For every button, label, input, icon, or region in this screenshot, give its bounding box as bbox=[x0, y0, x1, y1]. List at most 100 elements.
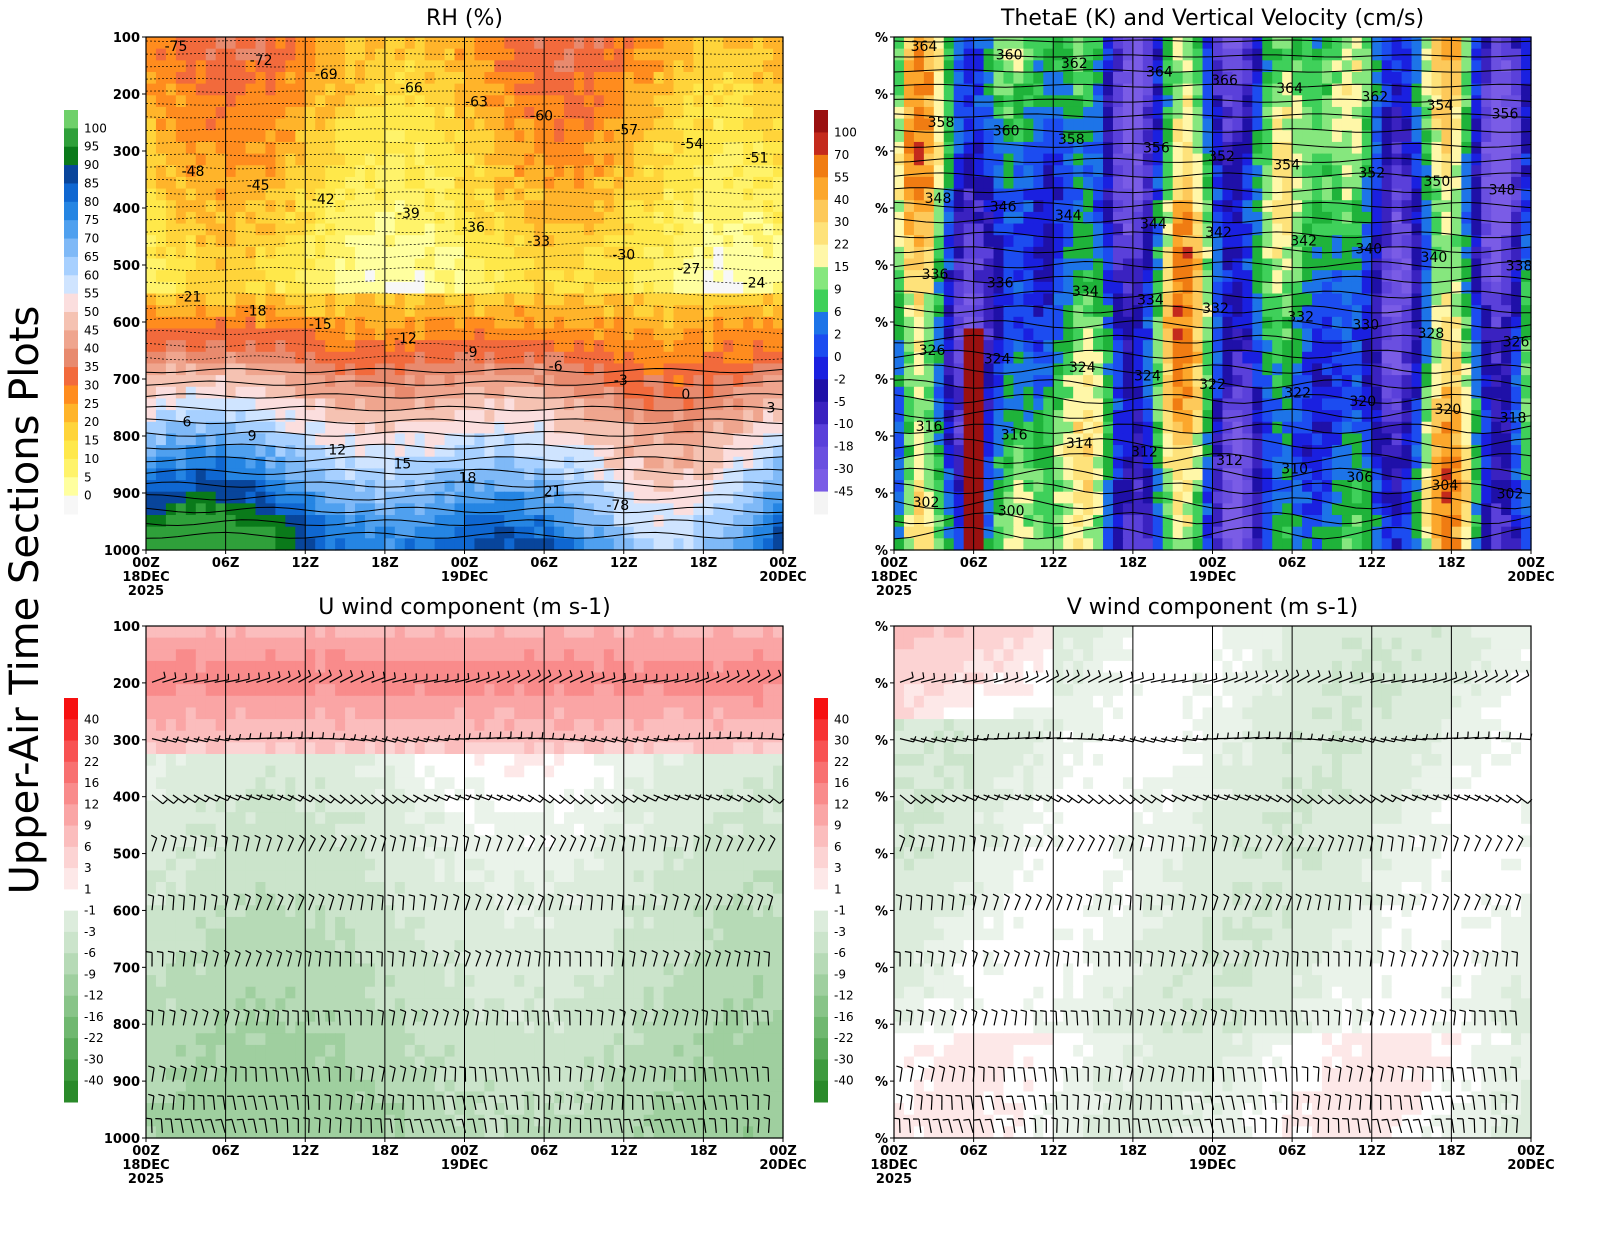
field-cell bbox=[1232, 188, 1243, 201]
field-cell bbox=[1391, 258, 1403, 271]
field-cell bbox=[434, 421, 446, 435]
field-cell bbox=[384, 433, 396, 446]
field-cell bbox=[1162, 141, 1174, 155]
field-cell bbox=[315, 95, 326, 108]
field-cell bbox=[1103, 363, 1114, 376]
field-cell bbox=[673, 95, 685, 108]
field-cell bbox=[364, 503, 376, 516]
field-cell bbox=[514, 118, 525, 131]
field-cell bbox=[404, 235, 416, 248]
field-cell bbox=[195, 538, 207, 551]
field-cell bbox=[1212, 118, 1224, 131]
field-cell bbox=[1471, 351, 1482, 365]
field-cell bbox=[534, 480, 545, 493]
field-cell bbox=[1162, 83, 1174, 96]
colorbar-label: 0 bbox=[84, 489, 92, 503]
field-cell bbox=[325, 468, 336, 481]
field-cell bbox=[1302, 60, 1313, 73]
field-cell bbox=[1103, 235, 1114, 248]
field-cell bbox=[474, 37, 485, 50]
field-cell bbox=[1043, 106, 1054, 120]
field-cell bbox=[165, 165, 177, 178]
field-cell bbox=[1272, 340, 1283, 353]
field-cell bbox=[1511, 95, 1522, 108]
field-cell bbox=[633, 141, 645, 155]
field-cell bbox=[474, 480, 485, 493]
field-cell bbox=[1421, 130, 1433, 143]
field-cell bbox=[504, 316, 515, 330]
field-cell bbox=[255, 375, 267, 388]
field-cell bbox=[414, 270, 426, 283]
field-cell bbox=[554, 480, 565, 493]
y-tick-label: 400 bbox=[113, 202, 140, 217]
field-cell bbox=[195, 235, 207, 248]
field-cell bbox=[464, 468, 476, 481]
field-cell bbox=[524, 398, 535, 411]
field-cell bbox=[703, 491, 714, 504]
field-cell bbox=[165, 445, 177, 458]
field-cell bbox=[245, 503, 257, 516]
field-cell bbox=[275, 281, 286, 295]
field-cell bbox=[474, 95, 485, 108]
field-cell bbox=[295, 526, 306, 539]
colorbar: 1009590858075706560555045403530252015105… bbox=[64, 110, 107, 515]
field-cell bbox=[424, 60, 436, 73]
field-cell bbox=[474, 410, 485, 423]
field-cell bbox=[703, 433, 714, 446]
field-cell bbox=[693, 421, 704, 435]
contour-label: -78 bbox=[606, 498, 629, 514]
field-cell bbox=[1053, 153, 1064, 166]
field-cell bbox=[993, 153, 1005, 166]
field-cell bbox=[384, 456, 396, 469]
field-cell bbox=[1321, 386, 1333, 400]
field-cell bbox=[1501, 305, 1512, 318]
field-cell bbox=[1122, 211, 1134, 225]
field-cell bbox=[1232, 71, 1243, 85]
field-cell bbox=[404, 445, 416, 458]
field-cell bbox=[315, 316, 326, 330]
field-cell bbox=[1232, 375, 1243, 388]
field-cell bbox=[753, 235, 764, 248]
field-cell bbox=[325, 37, 336, 50]
field-cell bbox=[1172, 95, 1184, 108]
field-cell bbox=[1122, 351, 1134, 365]
field-cell bbox=[993, 130, 1005, 143]
field-cell bbox=[1351, 316, 1363, 330]
field-cell bbox=[613, 83, 625, 96]
field-cell bbox=[733, 293, 744, 306]
field-cell bbox=[265, 246, 276, 260]
field-cell bbox=[1162, 60, 1174, 73]
field-cell bbox=[1331, 106, 1343, 120]
field-cell bbox=[1262, 305, 1273, 318]
field-cell bbox=[464, 421, 476, 435]
field-cell bbox=[1381, 200, 1393, 213]
field-cell bbox=[1391, 375, 1403, 388]
field-cell bbox=[1282, 340, 1293, 353]
field-cell bbox=[1491, 153, 1502, 166]
field-cell bbox=[1441, 305, 1452, 318]
field-cell bbox=[1242, 328, 1253, 341]
field-cell bbox=[355, 71, 366, 85]
field-cell bbox=[534, 200, 545, 213]
field-cell bbox=[894, 316, 905, 330]
field-cell bbox=[1172, 130, 1184, 143]
field-cell bbox=[903, 223, 915, 236]
field-cell bbox=[1242, 188, 1253, 201]
field-cell bbox=[643, 328, 655, 341]
colorbar-label: 70 bbox=[84, 232, 99, 246]
field-cell bbox=[703, 328, 714, 341]
field-cell bbox=[404, 223, 416, 236]
field-cell bbox=[1302, 130, 1313, 143]
field-cell bbox=[514, 328, 525, 341]
field-cell bbox=[713, 456, 724, 469]
field-cell bbox=[355, 433, 366, 446]
field-cell bbox=[1292, 37, 1303, 50]
field-cell bbox=[1063, 211, 1074, 225]
field-cell bbox=[1122, 106, 1134, 120]
field-cell bbox=[524, 421, 535, 435]
field-cell bbox=[564, 386, 575, 400]
field-cell bbox=[1501, 37, 1512, 50]
field-cell bbox=[1262, 351, 1273, 365]
field-cell bbox=[1381, 118, 1393, 131]
field-cell bbox=[215, 305, 227, 318]
